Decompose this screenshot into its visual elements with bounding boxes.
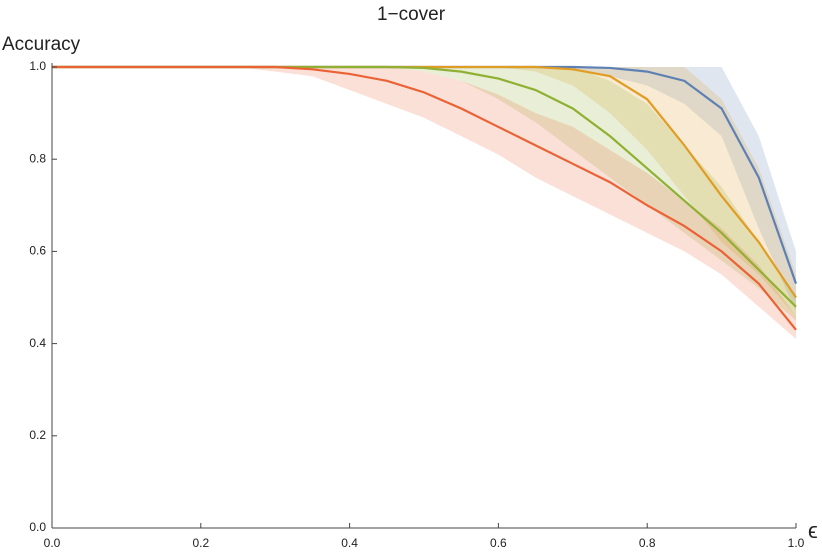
- y-tick-label: 0.8: [29, 151, 46, 165]
- y-tick-label: 0.4: [29, 336, 46, 350]
- band: [52, 67, 796, 339]
- x-axis-label: ϵ: [808, 518, 818, 543]
- x-tick-label: 0.4: [341, 536, 358, 550]
- x-tick-label: 1.0: [788, 536, 805, 550]
- x-tick-label: 0.0: [44, 536, 61, 550]
- y-tick-label: 0.2: [29, 428, 46, 442]
- band: [52, 67, 796, 321]
- y-tick-label: 0.6: [29, 244, 46, 258]
- x-tick-label: 0.6: [490, 536, 507, 550]
- y-axis-label: Accuracy: [2, 34, 81, 55]
- chart-title: 1−cover: [377, 4, 446, 25]
- x-tick-label: 0.8: [639, 536, 656, 550]
- band: [52, 67, 796, 312]
- y-tick-label: 0.0: [29, 520, 46, 534]
- series-line: [52, 65, 797, 331]
- y-tick-label: 1.0: [29, 59, 46, 73]
- x-tick-label: 0.2: [192, 536, 209, 550]
